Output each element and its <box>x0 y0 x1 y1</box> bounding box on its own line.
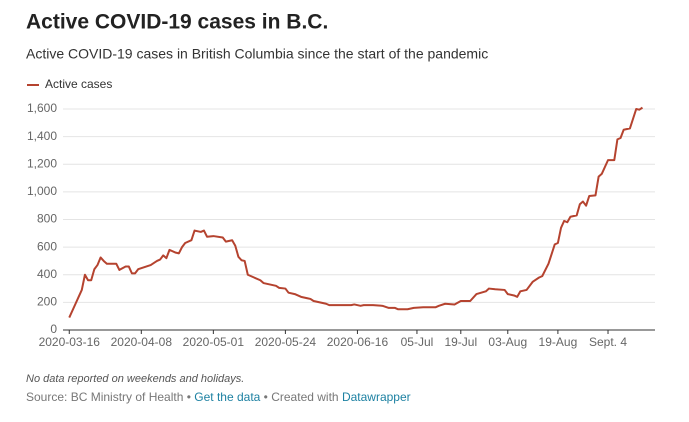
y-tick-label: 1,600 <box>27 101 57 115</box>
y-tick-label: 600 <box>37 239 57 253</box>
x-tick-label: 03-Aug <box>488 335 527 349</box>
x-tick-label: 2020-05-01 <box>183 335 245 349</box>
x-tick-label: 2020-06-16 <box>327 335 389 349</box>
x-tick-label: 2020-03-16 <box>39 335 101 349</box>
x-tick-label: 19-Aug <box>539 335 578 349</box>
x-tick-label: 19-Jul <box>444 335 477 349</box>
source: Source: BC Ministry of Health <box>26 390 183 404</box>
credit-link[interactable]: Datawrapper <box>342 390 411 404</box>
x-tick-label: 2020-04-08 <box>111 335 173 349</box>
footer: Source: BC Ministry of Health • Get the … <box>26 390 411 404</box>
chart-title: Active COVID-19 cases in B.C. <box>26 11 328 34</box>
credit: Created with <box>271 390 338 404</box>
chart-subtitle: Active COVID-19 cases in British Columbi… <box>26 46 488 62</box>
data-link[interactable]: Get the data <box>194 390 260 404</box>
note: No data reported on weekends and holiday… <box>26 373 244 385</box>
x-tick-label: 05-Jul <box>401 335 434 349</box>
legend-label: Active cases <box>45 77 112 91</box>
series-line <box>68 106 644 318</box>
y-tick-label: 200 <box>37 295 57 309</box>
separator: • <box>187 390 191 404</box>
y-tick-label: 1,400 <box>27 129 57 143</box>
y-tick-label: 1,000 <box>27 184 57 198</box>
y-tick-label: 800 <box>37 212 57 226</box>
separator: • <box>264 390 268 404</box>
x-tick-label: 2020-05-24 <box>255 335 317 349</box>
y-tick-label: 0 <box>50 322 57 336</box>
y-tick-label: 1,200 <box>27 156 57 170</box>
x-tick-label: Sept. 4 <box>589 335 627 349</box>
y-tick-label: 400 <box>37 267 57 281</box>
